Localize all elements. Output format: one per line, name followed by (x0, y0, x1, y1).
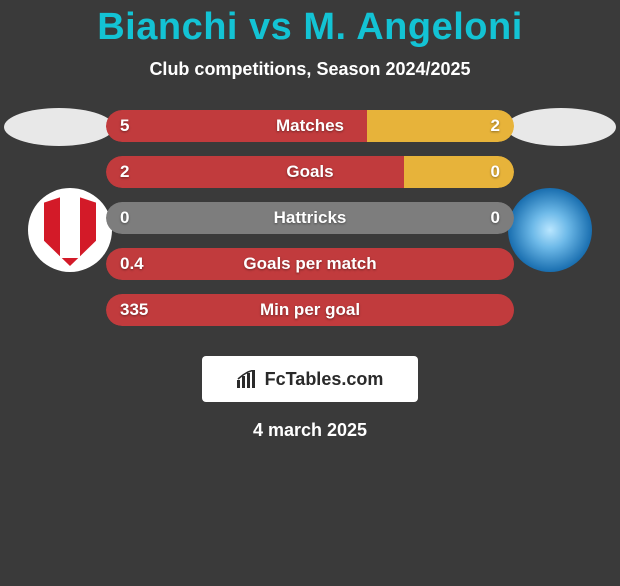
page-title: Bianchi vs M. Angeloni (0, 6, 620, 49)
stats-container: 52Matches 20Goals 00Hattricks 0.4Goals per … (106, 110, 514, 340)
bar-chart-icon (237, 370, 259, 388)
stat-label: Matches (106, 110, 514, 142)
player-right-head-placeholder (506, 108, 616, 146)
brand-logo-text: FcTables.com (265, 369, 384, 390)
stat-row: 0.4Goals per match (106, 248, 514, 280)
stat-label: Hattricks (106, 202, 514, 234)
club-badge-left (28, 188, 112, 272)
stat-label: Min per goal (106, 294, 514, 326)
brand-logo: FcTables.com (202, 356, 418, 402)
stat-row: 335Min per goal (106, 294, 514, 326)
player-left-head-placeholder (4, 108, 114, 146)
stat-label: Goals per match (106, 248, 514, 280)
stat-row: 00Hattricks (106, 202, 514, 234)
comparison-date: 4 march 2025 (0, 420, 620, 441)
club-badge-right (508, 188, 592, 272)
stat-label: Goals (106, 156, 514, 188)
stat-row: 52Matches (106, 110, 514, 142)
page-subtitle: Club competitions, Season 2024/2025 (0, 59, 620, 80)
stat-row: 20Goals (106, 156, 514, 188)
